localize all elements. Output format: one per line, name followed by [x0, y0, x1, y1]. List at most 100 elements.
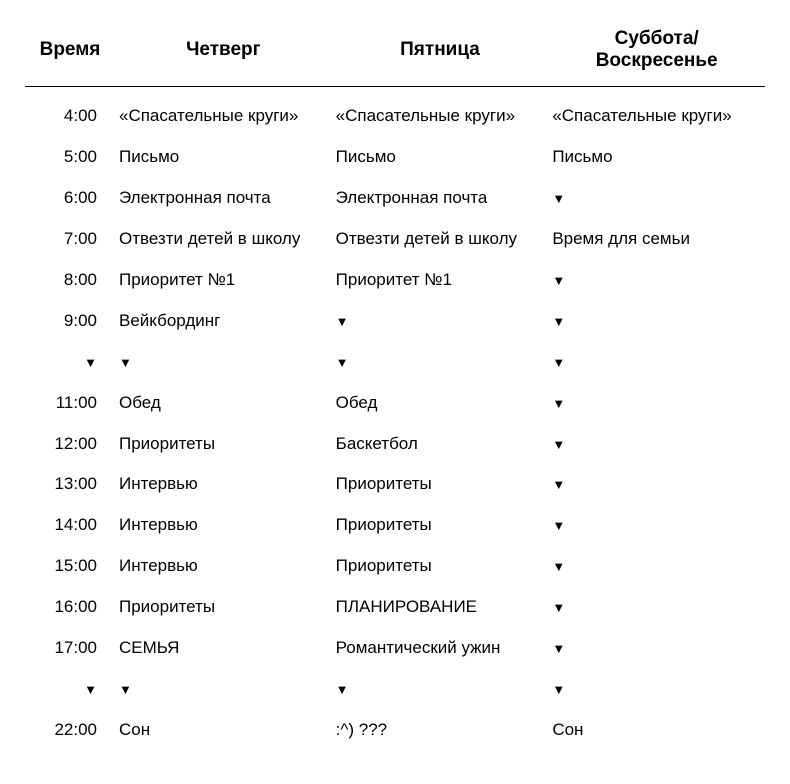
col-header-thu: Четверг: [115, 20, 332, 87]
table-row: 12:00ПриоритетыБаскетбол▼: [25, 424, 765, 465]
schedule-cell: Приоритеты: [115, 587, 332, 628]
schedule-cell: СЕМЬЯ: [115, 628, 332, 669]
schedule-cell: ▼: [548, 301, 765, 342]
schedule-cell: ▼: [115, 342, 332, 383]
table-row: ▼ ▼ ▼ ▼: [25, 669, 765, 710]
continue-marker-icon: ▼: [552, 683, 565, 696]
time-cell: 8:00: [25, 260, 115, 301]
time-cell: 9:00: [25, 301, 115, 342]
col-header-time: Время: [25, 20, 115, 87]
continue-marker-icon: ▼: [84, 356, 97, 369]
schedule-cell: «Спасательные круги»: [332, 87, 549, 137]
time-cell: ▼: [25, 669, 115, 710]
time-cell: 12:00: [25, 424, 115, 465]
col-header-sat: Суббота/ Воскресенье: [548, 20, 765, 87]
continue-marker-icon: ▼: [552, 274, 565, 287]
schedule-cell: «Спасательные круги»: [115, 87, 332, 137]
schedule-cell: Сон: [548, 710, 765, 751]
schedule-cell: ▼: [548, 505, 765, 546]
table-row: 13:00ИнтервьюПриоритеты▼: [25, 464, 765, 505]
table-body: 4:00«Спасательные круги»«Спасательные кр…: [25, 87, 765, 752]
schedule-cell: Электронная почта: [115, 178, 332, 219]
schedule-cell: ▼: [548, 628, 765, 669]
schedule-cell: Вейкбординг: [115, 301, 332, 342]
schedule-cell: Баскетбол: [332, 424, 549, 465]
schedule-cell: Обед: [115, 383, 332, 424]
schedule-cell: Сон: [115, 710, 332, 751]
continue-marker-icon: ▼: [552, 560, 565, 573]
time-cell: 13:00: [25, 464, 115, 505]
schedule-cell: Приоритеты: [332, 464, 549, 505]
table-row: 15:00ИнтервьюПриоритеты▼: [25, 546, 765, 587]
schedule-cell: ПЛАНИРОВАНИЕ: [332, 587, 549, 628]
time-cell: 11:00: [25, 383, 115, 424]
schedule-cell: ▼: [332, 342, 549, 383]
continue-marker-icon: ▼: [552, 315, 565, 328]
schedule-cell: :^) ???: [332, 710, 549, 751]
continue-marker-icon: ▼: [552, 438, 565, 451]
schedule-cell: Письмо: [332, 137, 549, 178]
col-header-fri: Пятница: [332, 20, 549, 87]
table-row: 16:00ПриоритетыПЛАНИРОВАНИЕ▼: [25, 587, 765, 628]
time-cell: 22:00: [25, 710, 115, 751]
schedule-cell: Время для семьи: [548, 219, 765, 260]
schedule-cell: Приоритет №1: [115, 260, 332, 301]
table-row: 11:00ОбедОбед▼: [25, 383, 765, 424]
schedule-cell: Письмо: [548, 137, 765, 178]
schedule-cell: Интервью: [115, 546, 332, 587]
schedule-cell: ▼: [332, 669, 549, 710]
table-row: 5:00ПисьмоПисьмоПисьмо: [25, 137, 765, 178]
schedule-cell: ▼: [548, 178, 765, 219]
schedule-cell: Обед: [332, 383, 549, 424]
schedule-cell: Приоритеты: [115, 424, 332, 465]
schedule-cell: ▼: [332, 301, 549, 342]
schedule-cell: ▼: [548, 342, 765, 383]
schedule-cell: ▼: [548, 464, 765, 505]
continue-marker-icon: ▼: [552, 519, 565, 532]
table-row: 8:00Приоритет №1Приоритет №1▼: [25, 260, 765, 301]
schedule-cell: ▼: [548, 587, 765, 628]
schedule-cell: ▼: [548, 383, 765, 424]
table-row: ▼ ▼ ▼ ▼: [25, 342, 765, 383]
continue-marker-icon: ▼: [119, 356, 132, 369]
schedule-cell: ▼: [548, 260, 765, 301]
time-cell: ▼: [25, 342, 115, 383]
schedule-cell: «Спасательные круги»: [548, 87, 765, 137]
table-row: 6:00Электронная почтаЭлектронная почта▼: [25, 178, 765, 219]
table-row: 22:00Сон:^) ???Сон: [25, 710, 765, 751]
schedule-cell: Приоритеты: [332, 505, 549, 546]
continue-marker-icon: ▼: [336, 683, 349, 696]
schedule-cell: ▼: [548, 669, 765, 710]
continue-marker-icon: ▼: [552, 478, 565, 491]
table-row: 14:00ИнтервьюПриоритеты▼: [25, 505, 765, 546]
time-cell: 5:00: [25, 137, 115, 178]
continue-marker-icon: ▼: [552, 601, 565, 614]
continue-marker-icon: ▼: [552, 356, 565, 369]
schedule-cell: Отвезти детей в школу: [115, 219, 332, 260]
table-row: 4:00«Спасательные круги»«Спасательные кр…: [25, 87, 765, 137]
schedule-cell: ▼: [115, 669, 332, 710]
table-row: 17:00СЕМЬЯРомантический ужин▼: [25, 628, 765, 669]
schedule-cell: Отвезти детей в школу: [332, 219, 549, 260]
schedule-table: Время Четверг Пятница Суббота/ Воскресен…: [25, 20, 765, 751]
continue-marker-icon: ▼: [336, 356, 349, 369]
continue-marker-icon: ▼: [336, 315, 349, 328]
continue-marker-icon: ▼: [552, 397, 565, 410]
continue-marker-icon: ▼: [552, 192, 565, 205]
table-row: 9:00Вейкбординг ▼ ▼: [25, 301, 765, 342]
schedule-cell: Интервью: [115, 505, 332, 546]
schedule-cell: Приоритет №1: [332, 260, 549, 301]
time-cell: 4:00: [25, 87, 115, 137]
schedule-cell: ▼: [548, 546, 765, 587]
continue-marker-icon: ▼: [552, 642, 565, 655]
table-row: 7:00Отвезти детей в школуОтвезти детей в…: [25, 219, 765, 260]
time-cell: 7:00: [25, 219, 115, 260]
time-cell: 15:00: [25, 546, 115, 587]
time-cell: 14:00: [25, 505, 115, 546]
time-cell: 16:00: [25, 587, 115, 628]
schedule-cell: Электронная почта: [332, 178, 549, 219]
schedule-cell: Письмо: [115, 137, 332, 178]
schedule-cell: Романтический ужин: [332, 628, 549, 669]
schedule-cell: Интервью: [115, 464, 332, 505]
continue-marker-icon: ▼: [84, 683, 97, 696]
